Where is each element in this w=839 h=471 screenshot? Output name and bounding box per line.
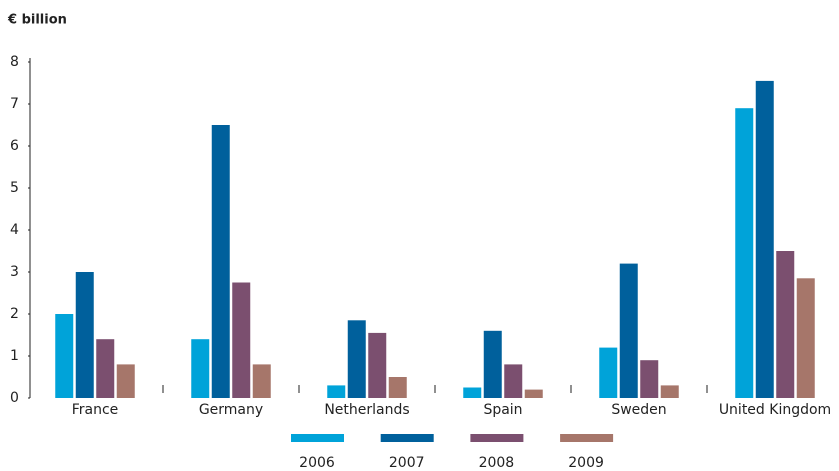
legend-label: 2007 <box>389 455 425 471</box>
x-tick-label: Netherlands <box>324 402 409 418</box>
x-tick-label: Sweden <box>611 402 666 418</box>
y-tick-label: 4 <box>10 222 19 238</box>
y-tick-label: 7 <box>10 96 19 112</box>
bar <box>776 251 795 398</box>
x-tick-label: France <box>72 402 119 418</box>
bar <box>619 263 638 398</box>
legend-label: 2006 <box>299 455 335 471</box>
bar <box>232 282 251 398</box>
y-tick-label: 1 <box>10 348 19 364</box>
y-tick-label: 3 <box>10 264 19 280</box>
y-tick-label: 8 <box>10 54 19 70</box>
legend-swatch <box>380 434 434 442</box>
bar <box>96 339 115 398</box>
bar <box>483 330 502 398</box>
bar <box>388 377 407 398</box>
legend-label: 2009 <box>568 455 604 471</box>
x-tick-label: Germany <box>199 402 263 418</box>
legend-swatch <box>291 434 344 442</box>
bar <box>524 389 543 398</box>
bar <box>75 272 94 398</box>
legend-swatch <box>560 434 614 442</box>
y-tick-label: 0 <box>10 390 19 406</box>
bar <box>116 364 135 398</box>
bar <box>796 278 815 398</box>
bar <box>640 360 659 398</box>
x-tick-label: United Kingdom <box>719 402 831 418</box>
y-tick-label: 6 <box>10 138 19 154</box>
bar <box>347 320 366 398</box>
bar <box>504 364 523 398</box>
x-tick-label: Spain <box>483 402 522 418</box>
legend-swatch <box>470 434 524 442</box>
bar <box>755 80 774 399</box>
bar <box>191 339 210 398</box>
y-tick-label: 2 <box>10 306 19 322</box>
bar <box>252 364 271 398</box>
bar <box>55 314 74 398</box>
bar <box>463 387 482 398</box>
y-tick-label: 5 <box>10 180 19 196</box>
bar <box>368 332 387 398</box>
bar <box>327 385 346 398</box>
bar <box>599 347 618 398</box>
y-axis-label: € billion <box>7 13 67 28</box>
legend-label: 2008 <box>479 455 515 471</box>
bar <box>735 108 754 398</box>
bar <box>660 385 679 398</box>
bar <box>211 125 230 398</box>
